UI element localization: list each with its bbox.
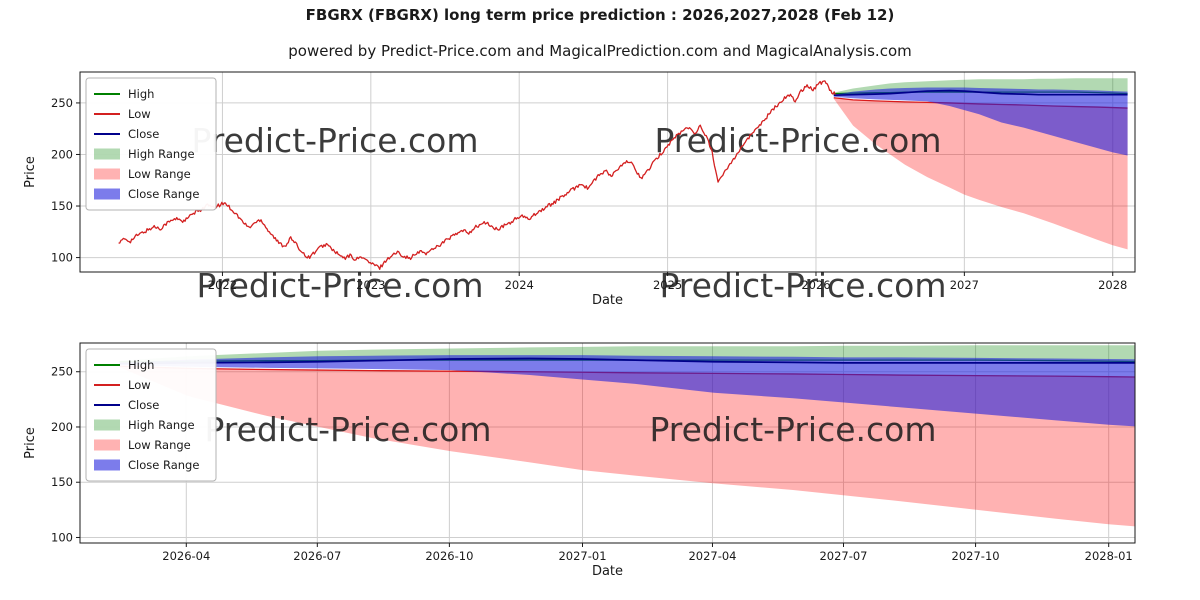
chart-subtitle: powered by Predict-Price.com and Magical… <box>288 42 912 60</box>
legend-label: Close <box>128 127 159 141</box>
x-tick-label: 2027 <box>950 278 979 292</box>
grid <box>80 72 1135 272</box>
legend-label: Low <box>128 378 151 392</box>
chart-title: FBGRX (FBGRX) long term price prediction… <box>305 6 895 24</box>
historical-price-line <box>118 80 836 271</box>
y-tick-label: 250 <box>51 96 73 110</box>
bottom-chart: Predict-Price.com Predict-Price.com2026-0… <box>23 342 1136 579</box>
y-tick-label: 150 <box>51 475 73 489</box>
x-tick-label: 2027-10 <box>952 549 1000 563</box>
x-tick-label: 2026-07 <box>293 549 341 563</box>
legend-label: Close <box>128 398 159 412</box>
legend-label: Low Range <box>128 438 191 452</box>
legend-label: High <box>128 358 154 372</box>
legend-label: Low Range <box>128 167 191 181</box>
legend-label: Close Range <box>128 187 199 201</box>
watermark-text: Predict-Price.com <box>191 121 478 160</box>
x-tick-label: 2027-01 <box>558 549 606 563</box>
close-line <box>833 89 1128 97</box>
watermark-text: Predict-Price.com <box>654 121 941 160</box>
legend-label: High Range <box>128 147 195 161</box>
legend: High Low Close High Range Low Range Close Ran… <box>85 348 217 482</box>
x-tick-label: 2028-01 <box>1085 549 1133 563</box>
y-tick-label: 100 <box>51 530 73 544</box>
y-tick-label: 100 <box>51 251 73 265</box>
grid <box>80 343 1135 543</box>
y-axis-label: Price <box>23 156 38 188</box>
close-line <box>119 357 1135 365</box>
legend: High Low Close High Range Low Range Close Ran… <box>85 77 217 211</box>
y-axis-label: Price <box>23 427 38 459</box>
y-tick-label: 250 <box>51 365 73 379</box>
x-tick-label: 2027-07 <box>819 549 867 563</box>
close-range-band <box>833 87 1128 156</box>
legend-swatch <box>94 188 120 200</box>
legend-swatch <box>94 439 120 451</box>
watermark: Predict-Price.com Predict-Price.comPredic… <box>191 121 946 305</box>
axes: 2022 2023 2024 2025 2026 2027 2028 100 150 200 250 <box>51 96 1127 292</box>
legend-label: Low <box>128 107 151 121</box>
x-tick-label: 2026 <box>801 278 830 292</box>
x-tick-label: 2026-04 <box>162 549 210 563</box>
plot-border <box>79 342 1136 544</box>
legend-swatch <box>94 168 120 180</box>
y-tick-label: 200 <box>51 420 73 434</box>
axes: 2026-04 2026-07 2026-10 2027-01 2027-04 2027-… <box>51 365 1133 563</box>
top-chart: Predict-Price.com Predict-Price.comPredic… <box>23 71 1136 308</box>
legend-swatch <box>94 419 120 431</box>
y-tick-label: 150 <box>51 199 73 213</box>
x-tick-label: 2026-10 <box>425 549 473 563</box>
watermark-text: Predict-Price.com <box>204 410 491 449</box>
watermark: Predict-Price.com Predict-Price.com <box>204 410 936 449</box>
x-axis-label: Date <box>592 293 623 308</box>
x-tick-label: 2024 <box>505 278 534 292</box>
x-tick-label: 2028 <box>1098 278 1127 292</box>
legend-swatch <box>94 148 120 160</box>
legend-label: Close Range <box>128 458 199 472</box>
plot-border <box>79 71 1136 273</box>
legend-label: High Range <box>128 418 195 432</box>
x-tick-label: 2027-04 <box>688 549 736 563</box>
low-range-band <box>119 366 1135 527</box>
x-axis-label: Date <box>592 564 623 579</box>
x-tick-label: 2023 <box>356 278 385 292</box>
y-tick-label: 200 <box>51 147 73 161</box>
watermark-text: Predict-Price.com <box>649 410 936 449</box>
x-tick-label: 2025 <box>653 278 682 292</box>
x-tick-label: 2022 <box>208 278 237 292</box>
legend-swatch <box>94 459 120 471</box>
legend-label: High <box>128 87 154 101</box>
close-range-band <box>119 355 1135 427</box>
